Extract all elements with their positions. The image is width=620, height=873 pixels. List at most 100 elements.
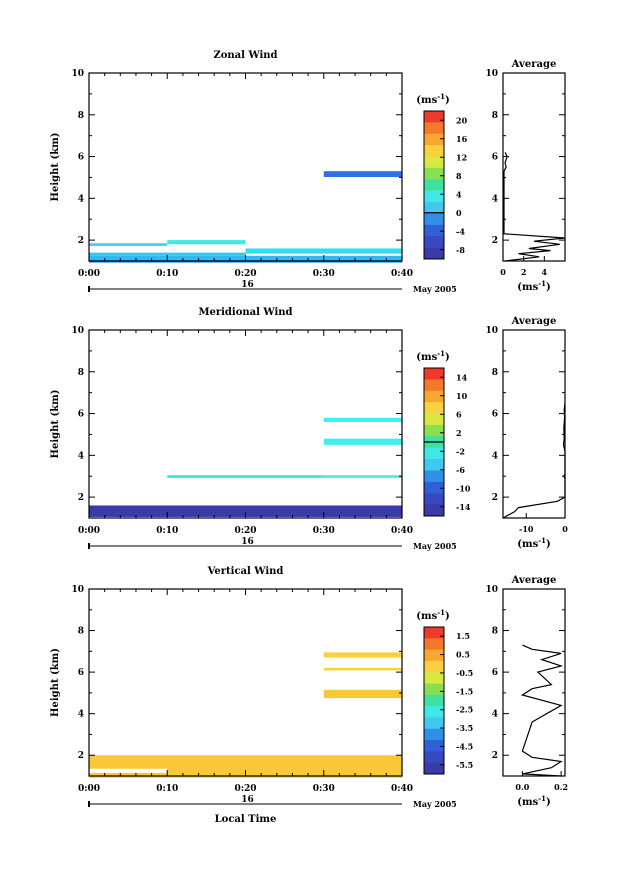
colorbar-segment	[424, 504, 444, 517]
average-x-axis-label: (ms-1)	[517, 536, 550, 550]
colorbar-tick-label: -2	[456, 446, 465, 456]
average-y-tick-label: 8	[492, 368, 498, 378]
x-tick-label: 0:40	[391, 269, 413, 279]
colorbar-segment	[424, 402, 444, 415]
x-tick-label: 0:00	[78, 526, 100, 536]
colorbar-segment	[424, 390, 444, 403]
colorbar-tick-label: 4	[456, 189, 462, 199]
average-x-tick-label: 0.0	[515, 782, 529, 792]
average-x-tick-label: 2	[521, 267, 527, 277]
y-tick-label: 8	[78, 627, 84, 637]
colorbar-segment	[424, 202, 444, 214]
colorbar-segment	[424, 122, 444, 135]
colorbar-segment	[424, 213, 444, 226]
data-band	[245, 248, 402, 254]
x-tick-label: 0:20	[234, 784, 256, 794]
data-band	[167, 475, 324, 478]
average-profile-line	[503, 152, 566, 262]
colorbar-segment	[424, 649, 444, 662]
colorbar-segment	[424, 179, 444, 192]
average-y-tick-label: 2	[492, 751, 498, 761]
colorbar-tick-label: -6	[456, 465, 465, 475]
x-tick-label: 0:10	[156, 269, 178, 279]
date-label: May 2005	[413, 541, 457, 551]
x-tick-label: 0:30	[313, 784, 335, 794]
average-y-tick-label: 2	[492, 236, 498, 246]
y-tick-label: 8	[78, 368, 84, 378]
y-tick-label: 8	[78, 111, 84, 121]
average-x-axis-label: (ms-1)	[517, 794, 550, 808]
average-frame	[502, 72, 566, 262]
average-x-tick-label: 0	[500, 267, 506, 277]
colorbar-tick-label: 8	[456, 171, 462, 181]
average-y-tick-label: 4	[492, 710, 498, 720]
colorbar-segment	[424, 379, 444, 392]
data-band	[89, 243, 168, 246]
colorbar-tick-label: 0.5	[456, 650, 470, 660]
data-band	[323, 667, 402, 671]
colorbar-tick-label: -10	[456, 483, 471, 493]
colorbar-segment	[424, 167, 444, 180]
y-tick-label: 10	[71, 585, 84, 595]
x-tick-label: 0:20	[234, 269, 256, 279]
average-x-tick-label: 0	[562, 524, 568, 534]
y-tick-label: 2	[78, 236, 84, 246]
y-tick-label: 2	[78, 493, 84, 503]
colorbar-segment	[424, 111, 444, 123]
average-x-axis-label: (ms-1)	[517, 279, 550, 293]
colorbar-segment	[424, 706, 444, 718]
x-tick-label: 0:30	[313, 526, 335, 536]
colorbar-segment	[424, 424, 444, 437]
colorbar-unit: (ms-1)	[416, 608, 449, 622]
y-tick-label: 10	[71, 326, 84, 336]
colorbar-segment	[424, 481, 444, 494]
data-band	[89, 252, 246, 256]
data-band	[323, 438, 402, 445]
plot-frame	[88, 72, 403, 262]
y-axis-label: Height (km)	[50, 133, 61, 202]
colorbar-segment	[424, 133, 444, 146]
day-label: 16	[241, 795, 254, 805]
average-y-tick-label: 2	[492, 493, 498, 503]
colorbar-tick-label: 0	[456, 208, 462, 218]
colorbar-tick-label: 14	[456, 372, 468, 382]
y-tick-label: 6	[78, 153, 84, 163]
y-tick-label: 4	[78, 710, 84, 720]
average-x-tick-label: 4	[542, 267, 548, 277]
x-tick-label: 0:30	[313, 269, 335, 279]
colorbar-frame	[423, 626, 445, 775]
data-band	[89, 768, 168, 773]
colorbar-tick-label: -4.5	[456, 741, 473, 751]
y-axis-label: Height (km)	[50, 390, 61, 459]
colorbar-segment	[424, 660, 444, 673]
y-tick-label: 10	[71, 69, 84, 79]
average-y-tick-label: 6	[492, 668, 498, 678]
colorbar-tick-label: -3.5	[456, 723, 473, 733]
data-band	[89, 505, 402, 517]
colorbar-segment	[424, 145, 444, 158]
average-y-tick-label: 10	[485, 585, 498, 595]
colorbar-segment	[424, 728, 444, 741]
x-tick-label: 0:40	[391, 784, 413, 794]
colorbar-tick-label: 16	[456, 134, 468, 144]
colorbar-tick-label: 6	[456, 409, 462, 419]
colorbar-tick-label: -5.5	[456, 760, 473, 770]
x-tick-label: 0:10	[156, 526, 178, 536]
chart-title: Meridional Wind	[198, 307, 292, 318]
data-band	[323, 417, 402, 422]
plot-frame	[88, 588, 403, 777]
colorbar-segment	[424, 762, 444, 775]
day-label: 16	[241, 280, 254, 290]
x-tick-label: 0:20	[234, 526, 256, 536]
average-y-tick-label: 4	[492, 194, 498, 204]
x-tick-label: 0:00	[78, 269, 100, 279]
colorbar-segment	[424, 459, 444, 471]
colorbar-segment	[424, 493, 444, 506]
average-y-tick-label: 4	[492, 451, 498, 461]
colorbar-tick-label: -8	[456, 245, 465, 255]
plot-frame	[88, 329, 403, 519]
data-band	[323, 475, 402, 478]
colorbar-tick-label: -2.5	[456, 705, 473, 715]
y-axis-label: Height (km)	[50, 648, 61, 717]
